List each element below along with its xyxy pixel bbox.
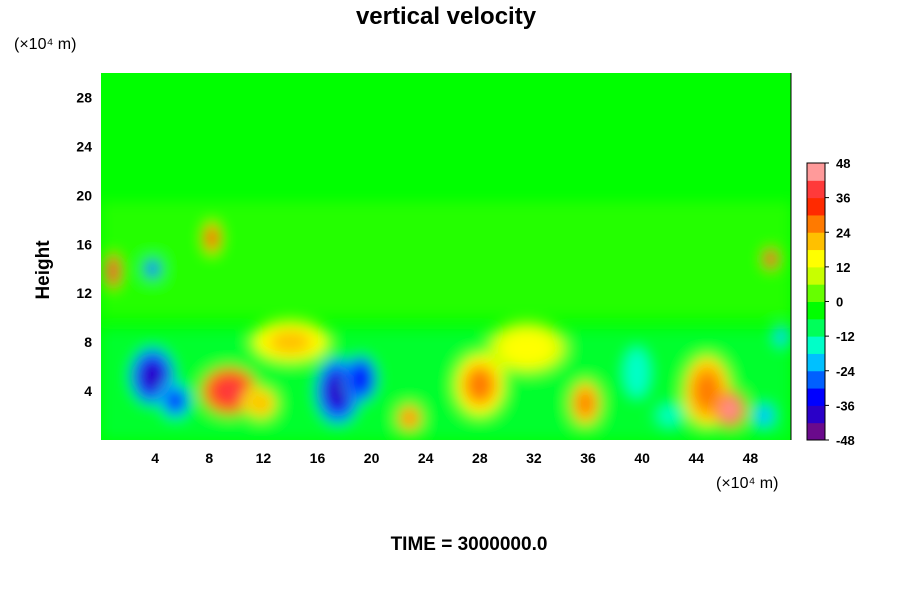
colorbar xyxy=(806,162,826,441)
x-tick-label: 8 xyxy=(205,450,213,466)
colorbar-swatch xyxy=(807,197,825,216)
x-tick-label: 4 xyxy=(151,450,159,466)
colorbar-swatch xyxy=(807,180,825,199)
velocity-feature xyxy=(773,324,790,348)
velocity-feature xyxy=(242,385,279,421)
y-tick-labels: 4 8 12 16 20 24 28 xyxy=(76,89,92,399)
y-tick-label: 4 xyxy=(84,383,92,399)
heatmap-plot xyxy=(101,73,791,440)
velocity-feature xyxy=(750,400,777,431)
feature-contour xyxy=(147,262,158,275)
velocity-feature xyxy=(762,247,779,271)
colorbar-tick-label: -48 xyxy=(836,433,855,448)
colorbar-swatch xyxy=(807,214,825,233)
velocity-feature xyxy=(202,220,222,256)
x-tick-label: 24 xyxy=(418,450,434,466)
feature-contour xyxy=(140,360,165,392)
velocity-feature xyxy=(142,256,163,281)
feature-contour xyxy=(402,410,417,426)
x-tick-label: 12 xyxy=(256,450,272,466)
x-tick-label: 16 xyxy=(310,450,326,466)
y-unit-label: (×10⁴ m) xyxy=(14,36,76,53)
colorbar-swatch xyxy=(807,301,825,320)
x-tick-labels: 4 8 12 16 20 24 28 32 36 40 44 48 xyxy=(151,450,758,466)
feature-contour xyxy=(505,334,549,363)
feature-contour xyxy=(108,261,118,282)
feature-contour xyxy=(214,377,246,405)
velocity-feature xyxy=(486,321,568,375)
x-tick-label: 32 xyxy=(526,450,542,466)
colorbar-swatch xyxy=(807,232,825,251)
noise-band xyxy=(101,201,791,318)
feature-contour xyxy=(166,390,185,411)
colorbar-swatch xyxy=(807,249,825,268)
feature-contour xyxy=(658,406,680,425)
y-tick-label: 16 xyxy=(76,236,92,252)
velocity-feature xyxy=(453,352,506,418)
velocity-feature xyxy=(129,347,176,406)
feature-contour xyxy=(628,357,646,389)
colorbar-tick-label: -36 xyxy=(836,398,855,413)
colorbar-tick-label: 0 xyxy=(836,295,843,310)
x-tick-label: 28 xyxy=(472,450,488,466)
y-tick-label: 8 xyxy=(84,334,92,350)
velocity-feature xyxy=(620,343,653,403)
feature-contour xyxy=(757,407,771,424)
x-tick-label: 40 xyxy=(634,450,650,466)
feature-contour xyxy=(352,366,370,392)
feature-contour xyxy=(206,228,218,248)
y-tick-label: 24 xyxy=(76,138,92,154)
colorbar-swatch xyxy=(807,336,825,354)
feature-contour xyxy=(694,371,721,411)
velocity-feature xyxy=(649,397,689,434)
velocity-feature xyxy=(200,366,259,417)
velocity-feature xyxy=(569,379,602,427)
colorbar-tick-label: -12 xyxy=(836,329,855,344)
colorbar-tick-label: 12 xyxy=(836,260,850,275)
colorbar-swatch xyxy=(807,353,825,372)
feature-contour xyxy=(251,393,271,413)
y-tick-label: 28 xyxy=(76,89,92,105)
x-tick-label: 36 xyxy=(580,450,596,466)
feature-contour xyxy=(721,399,739,420)
colorbar-tick-label: 24 xyxy=(836,225,851,240)
y-tick-label: 12 xyxy=(76,285,92,301)
colorbar-swatch xyxy=(807,318,825,337)
velocity-feature xyxy=(713,390,747,429)
y-axis-label: Height xyxy=(33,240,54,300)
y-tick-label: 20 xyxy=(76,187,92,203)
colorbar-swatch xyxy=(807,422,825,441)
colorbar-swatch xyxy=(807,405,825,424)
x-tick-label: 44 xyxy=(689,450,705,466)
x-tick-label: 48 xyxy=(743,450,759,466)
time-label: TIME = 3000000.0 xyxy=(391,534,548,555)
feature-contour xyxy=(766,252,776,266)
feature-contour xyxy=(576,390,594,416)
velocity-feature xyxy=(159,381,192,420)
colorbar-tick-label: 48 xyxy=(836,156,850,171)
feature-contour xyxy=(325,373,350,410)
velocity-feature xyxy=(249,320,331,365)
colorbar-swatch xyxy=(807,266,825,285)
colorbar-tick-label: 36 xyxy=(836,191,850,206)
velocity-feature xyxy=(105,252,122,291)
velocity-feature xyxy=(344,355,377,403)
colorbar-swatch xyxy=(807,370,825,389)
colorbar-swatch xyxy=(807,163,825,181)
x-unit-label: (×10⁴ m) xyxy=(716,475,778,492)
colorbar-swatch xyxy=(807,388,825,406)
colorbar-swatch xyxy=(807,284,825,302)
colorbar-tick-labels: 48 36 24 12 0 -12 -24 -36 -48 xyxy=(825,156,856,448)
feature-contour xyxy=(268,330,312,354)
colorbar-tick-label: -24 xyxy=(836,364,856,379)
velocity-feature xyxy=(396,403,423,433)
chart-title: vertical velocity xyxy=(356,3,537,30)
feature-contour xyxy=(777,329,786,343)
x-tick-label: 20 xyxy=(364,450,380,466)
feature-contour xyxy=(466,367,494,403)
